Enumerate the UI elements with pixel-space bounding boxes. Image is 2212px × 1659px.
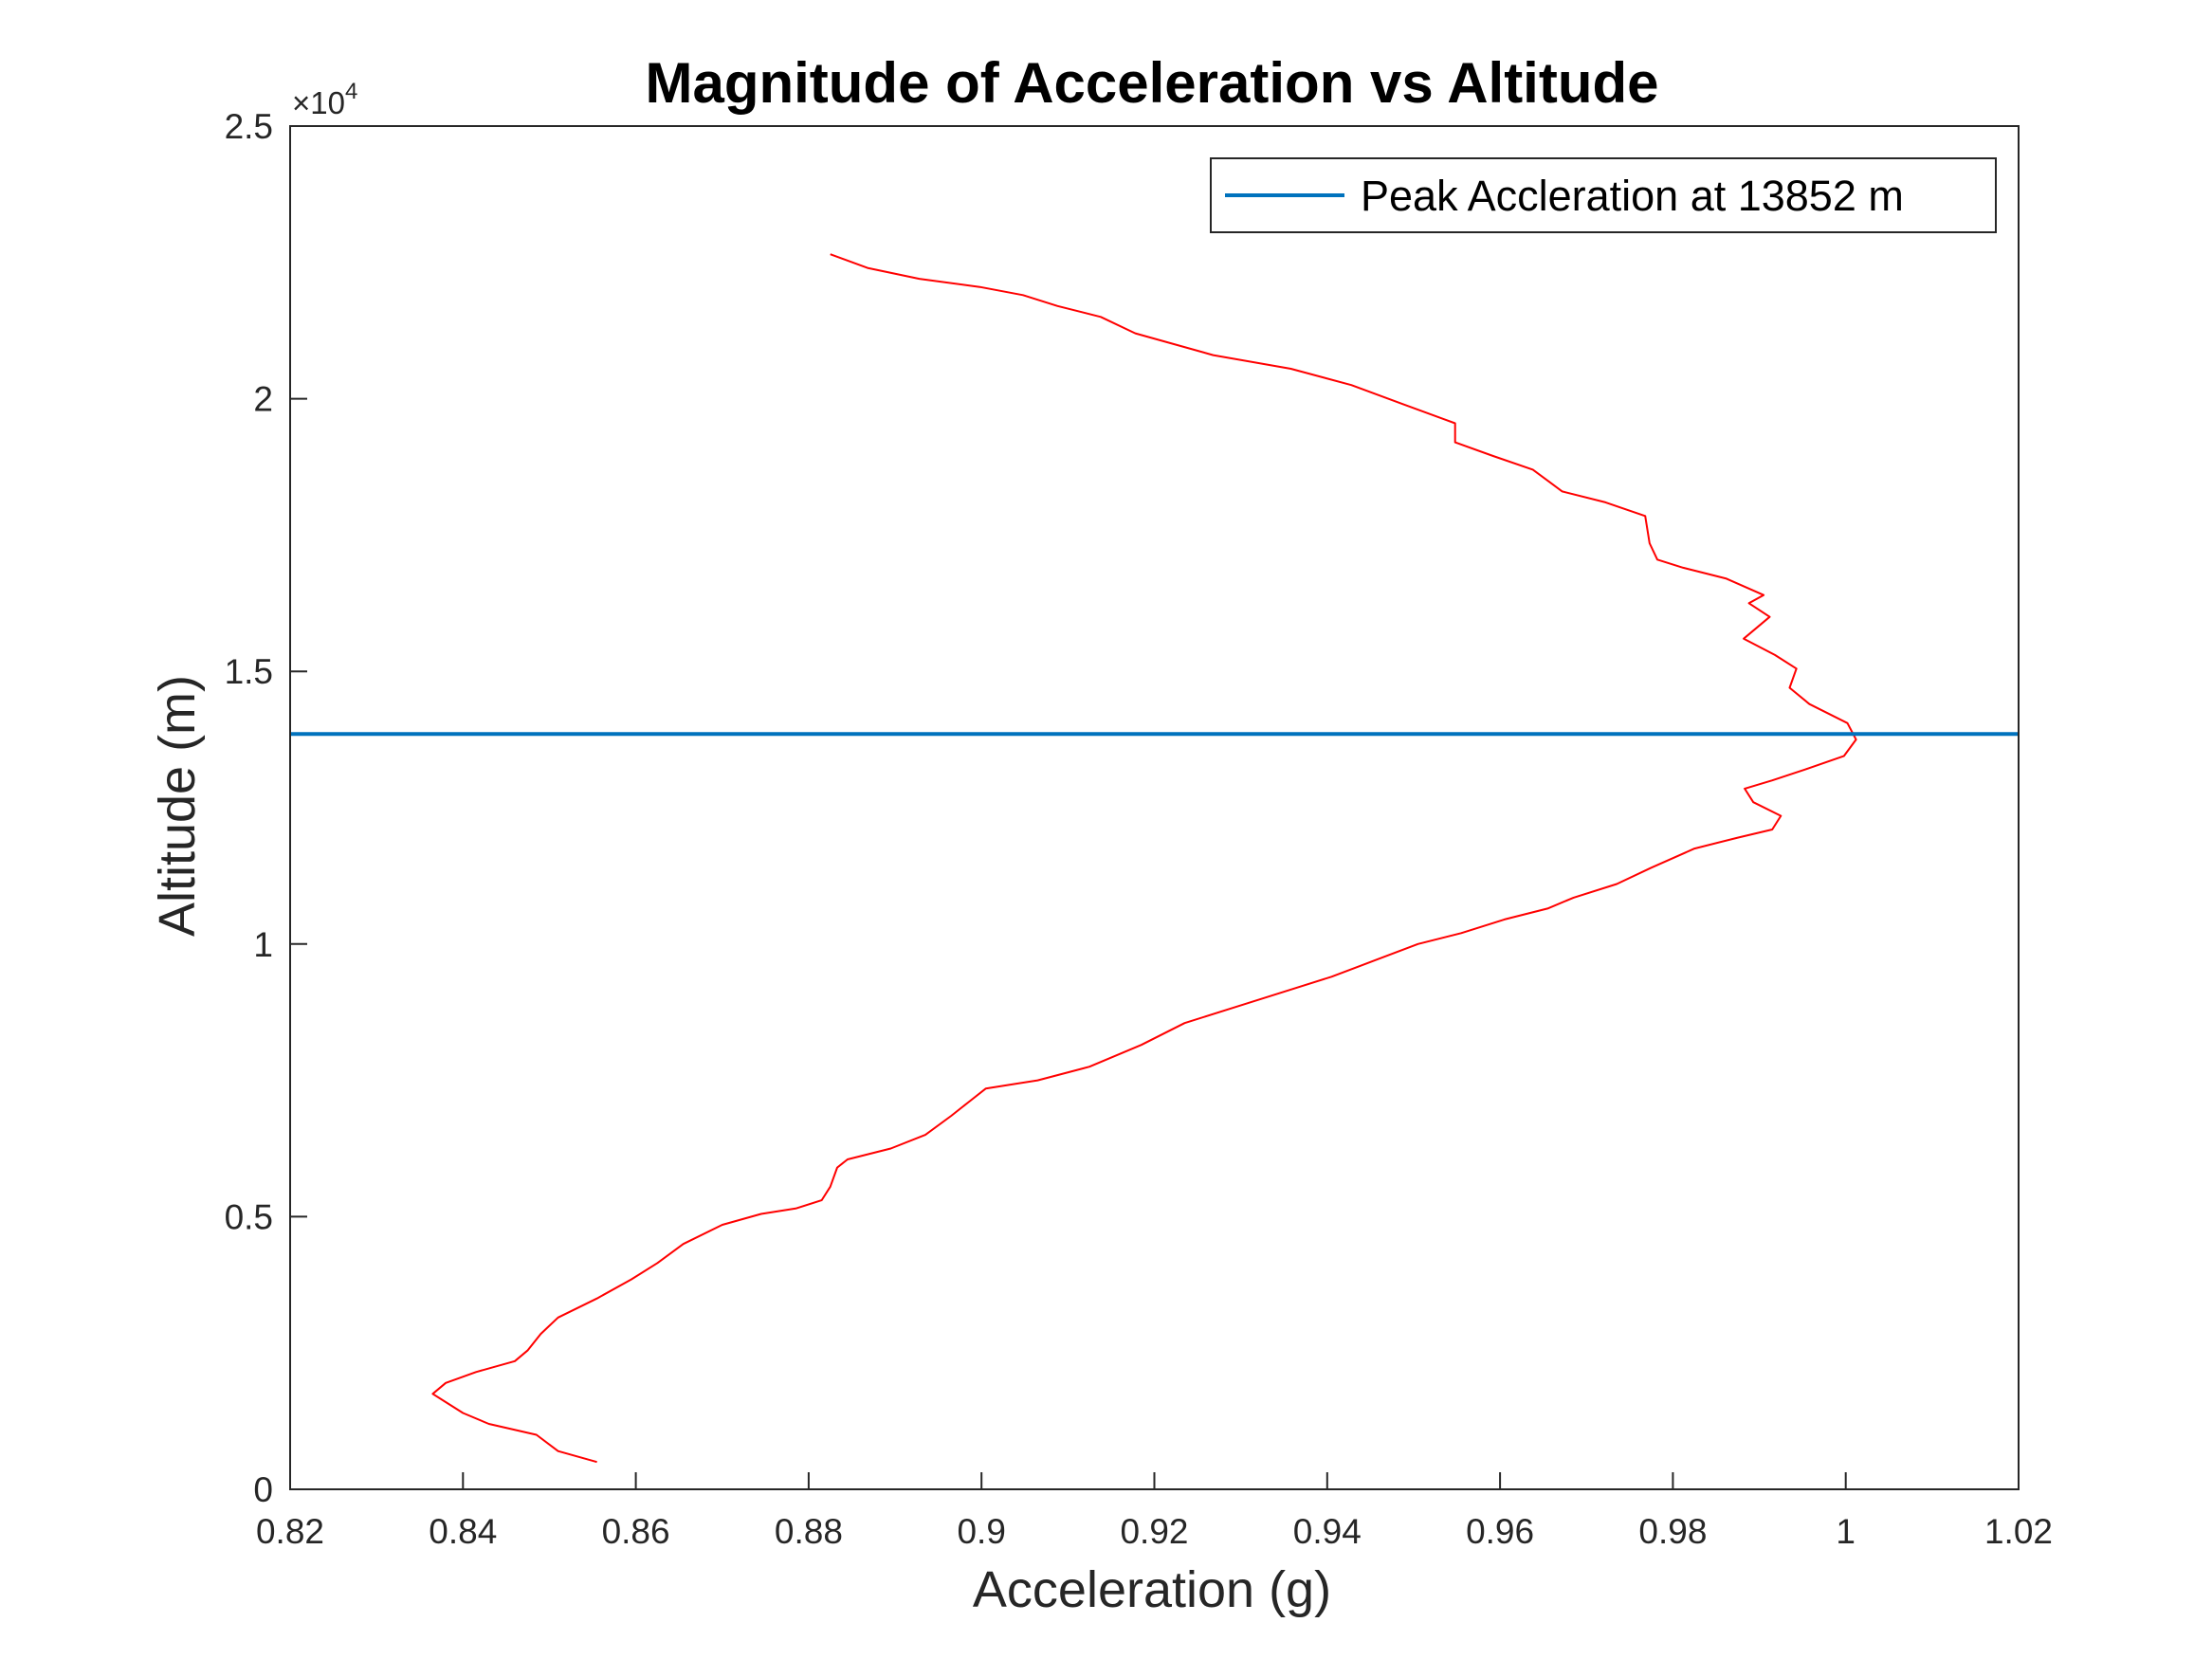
y-tick-label: 0.5 bbox=[225, 1197, 273, 1236]
y-axis-exponent: ×104 bbox=[292, 79, 357, 120]
x-tick-label: 0.86 bbox=[602, 1512, 670, 1551]
y-tick-label: 0 bbox=[253, 1470, 273, 1509]
x-tick-label: 0.88 bbox=[775, 1512, 843, 1551]
plot-lines bbox=[290, 253, 2019, 1464]
x-tick-label: 0.96 bbox=[1466, 1512, 1534, 1551]
series-acceleration-line bbox=[431, 253, 1857, 1464]
x-tick-label: 0.92 bbox=[1120, 1512, 1188, 1551]
y-axis-label: Altitude (m) bbox=[149, 675, 206, 937]
x-tick-label: 0.9 bbox=[957, 1512, 1005, 1551]
y-tick-label: 2 bbox=[253, 380, 273, 419]
y-axis-ticks: 0 0.5 1 1.5 2 2.5 bbox=[225, 107, 307, 1509]
x-tick-label: 0.94 bbox=[1293, 1512, 1362, 1551]
y-tick-label: 1 bbox=[253, 925, 273, 964]
y-tick-label: 1.5 bbox=[225, 652, 273, 691]
legend-entry-peak: Peak Accleration at 13852 m bbox=[1361, 172, 1904, 220]
legend: Peak Accleration at 13852 m bbox=[1210, 157, 1997, 233]
x-tick-label: 0.84 bbox=[429, 1512, 497, 1551]
chart-title: Magnitude of Acceleration vs Altitude bbox=[645, 51, 1658, 115]
x-axis-ticks: 0.82 0.84 0.86 0.88 0.9 0.92 0.94 0.96 0.98 1 1.02 bbox=[256, 1472, 2053, 1551]
y-tick-label: 2.5 bbox=[225, 107, 273, 146]
x-tick-label: 0.98 bbox=[1638, 1512, 1707, 1551]
x-tick-label: 1 bbox=[1836, 1512, 1856, 1551]
y-axis-exponent-power: 4 bbox=[345, 79, 357, 104]
x-tick-label: 1.02 bbox=[1984, 1512, 2053, 1551]
y-axis-exponent-prefix: ×10 bbox=[292, 85, 345, 120]
x-tick-label: 0.82 bbox=[256, 1512, 324, 1551]
x-axis-label: Acceleration (g) bbox=[973, 1561, 1331, 1618]
